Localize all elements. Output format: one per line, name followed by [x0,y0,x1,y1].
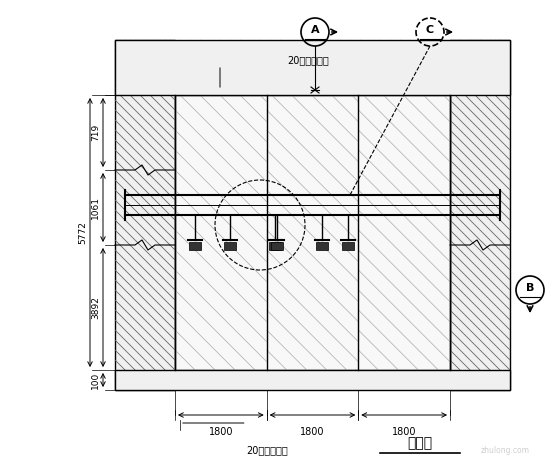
Text: 立面图: 立面图 [408,436,432,450]
Text: 3892: 3892 [91,296,100,319]
Text: 100: 100 [91,371,100,388]
Text: C: C [426,25,434,35]
Bar [115,40,510,95]
Text: 1800: 1800 [392,427,417,437]
Text: B: B [526,283,534,293]
Bar [189,242,201,250]
Text: 20厚钢化玻璃: 20厚钢化玻璃 [246,445,287,455]
Bar [270,242,283,250]
Bar [115,40,175,390]
Text: 1800: 1800 [300,427,325,437]
Text: 719: 719 [91,124,100,141]
Bar [269,242,281,250]
Bar [450,40,510,390]
Bar [115,370,510,390]
Text: 20厚钢化玻璃: 20厚钢化玻璃 [287,55,329,65]
Bar [175,95,450,370]
Text: 5772: 5772 [78,221,87,244]
Text: 1061: 1061 [91,196,100,219]
Bar [224,242,236,250]
Bar [342,242,354,250]
Text: zhulong.com: zhulong.com [481,446,530,455]
Text: A: A [311,25,319,35]
Bar [316,242,328,250]
Text: 1800: 1800 [208,427,233,437]
